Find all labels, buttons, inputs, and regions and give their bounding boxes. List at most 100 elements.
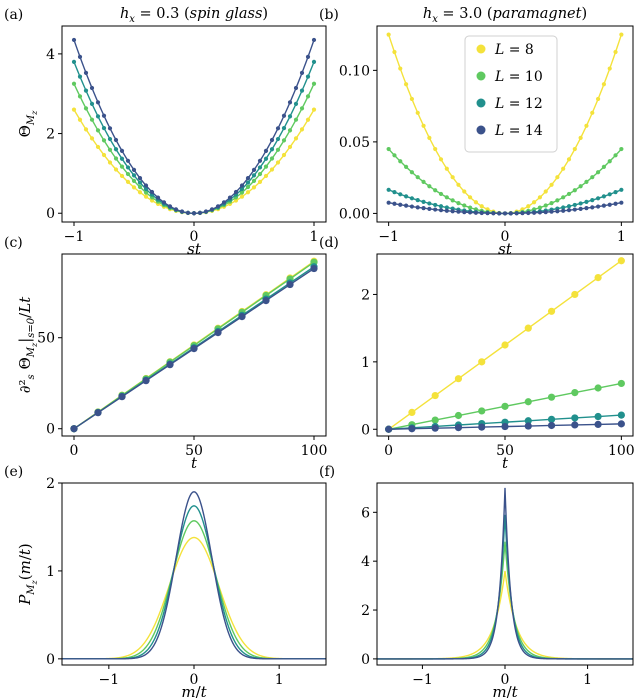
data-point-L14: [421, 206, 426, 211]
data-point-L10: [572, 188, 577, 193]
data-point-L14: [203, 209, 209, 214]
series-L8: [377, 570, 633, 660]
y-tick-label: 0: [46, 422, 55, 438]
data-point-L12: [245, 180, 251, 185]
data-point-L8: [547, 307, 556, 315]
x-tick-label: 1: [310, 229, 319, 245]
data-point-L10: [403, 164, 409, 169]
data-point-L14: [245, 176, 251, 181]
y-tick-label: 0: [46, 206, 55, 222]
data-point-L14: [185, 210, 191, 215]
data-point-L10: [251, 178, 257, 183]
data-point-L10: [501, 402, 509, 410]
series-L14: [62, 491, 326, 660]
data-point-L8: [245, 190, 251, 195]
x-tick-label: 50: [185, 443, 203, 459]
x-axis-label: st: [498, 240, 513, 258]
data-point-L14: [299, 70, 305, 75]
data-point-L8: [421, 123, 426, 128]
data-point-L8: [543, 189, 548, 194]
data-point-L12: [415, 198, 420, 203]
data-point-L8: [617, 257, 625, 265]
data-point-L14: [238, 313, 246, 321]
data-point-L8: [601, 82, 607, 87]
x-tick-label: −1: [64, 229, 85, 245]
data-point-L14: [118, 393, 126, 401]
panel-f: −1 0 1 0 2 4 6 m/t (f): [319, 464, 634, 698]
series-L12: [71, 59, 317, 216]
data-point-L8: [119, 173, 125, 179]
y-tick-label: 2: [46, 476, 55, 492]
data-point-L14: [590, 205, 595, 210]
data-point-L8: [311, 107, 317, 112]
data-point-L14: [456, 209, 461, 214]
y-tick-label: 0.05: [339, 135, 370, 151]
data-point-L8: [305, 117, 311, 122]
panel-letter: (c): [4, 235, 23, 251]
y-axis-label: ΘMz: [16, 110, 39, 138]
data-point-L14: [594, 420, 602, 429]
data-point-L14: [549, 209, 554, 214]
data-point-L14: [403, 203, 409, 208]
data-point-L8: [233, 198, 239, 203]
data-point-L14: [214, 329, 222, 337]
data-point-L10: [119, 164, 125, 169]
data-point-L14: [531, 210, 537, 215]
data-point-L10: [607, 159, 612, 164]
data-point-L8: [83, 127, 89, 132]
data-point-L10: [386, 146, 391, 152]
data-point-L14: [209, 207, 215, 212]
data-point-L12: [427, 201, 432, 206]
data-point-L14: [166, 361, 174, 369]
data-point-L14: [433, 207, 438, 212]
data-point-L12: [143, 186, 149, 192]
data-point-L8: [555, 175, 560, 180]
data-point-L12: [613, 190, 618, 195]
data-point-L14: [617, 420, 625, 428]
data-point-L12: [386, 187, 391, 192]
data-point-L8: [409, 96, 415, 102]
x-axis-label: t: [191, 454, 198, 472]
data-point-L8: [431, 391, 439, 400]
data-point-L10: [101, 138, 107, 143]
y-tick-label: 0: [46, 652, 55, 668]
data-point-L14: [233, 189, 239, 195]
data-point-L10: [444, 195, 449, 200]
data-point-L14: [77, 54, 83, 59]
data-point-L14: [119, 148, 125, 153]
data-point-L14: [179, 209, 185, 214]
data-point-L10: [438, 191, 444, 197]
data-point-L10: [305, 94, 311, 99]
y-axis-label: ∂²s ΘMz|s=0/Lt: [16, 296, 39, 393]
data-point-L10: [293, 117, 299, 122]
data-point-L14: [311, 37, 317, 43]
data-point-L14: [125, 158, 131, 163]
data-point-L10: [619, 146, 624, 152]
data-point-L14: [71, 37, 77, 43]
data-point-L10: [95, 128, 101, 133]
data-point-L8: [293, 136, 299, 141]
data-point-L10: [245, 184, 251, 190]
data-point-L8: [467, 195, 473, 200]
data-point-L8: [149, 198, 155, 203]
panel-letter: (b): [319, 7, 339, 23]
data-point-L14: [398, 202, 403, 207]
data-point-L8: [456, 182, 461, 187]
data-point-L10: [299, 106, 305, 111]
data-point-L10: [311, 81, 317, 86]
data-point-L14: [392, 201, 397, 206]
y-tick-label: 0.10: [339, 63, 370, 79]
data-point-L12: [125, 165, 131, 170]
series-line-L10: [62, 520, 326, 660]
data-point-L12: [119, 156, 125, 161]
data-point-L8: [526, 204, 531, 209]
data-point-L8: [131, 185, 137, 190]
data-point-L10: [398, 159, 403, 164]
data-point-L14: [578, 206, 583, 211]
x-tick-label: −1: [99, 672, 120, 688]
data-point-L10: [571, 388, 579, 397]
x-axis-label: m/t: [492, 683, 518, 698]
data-point-L14: [221, 200, 227, 205]
data-point-L8: [549, 182, 554, 187]
